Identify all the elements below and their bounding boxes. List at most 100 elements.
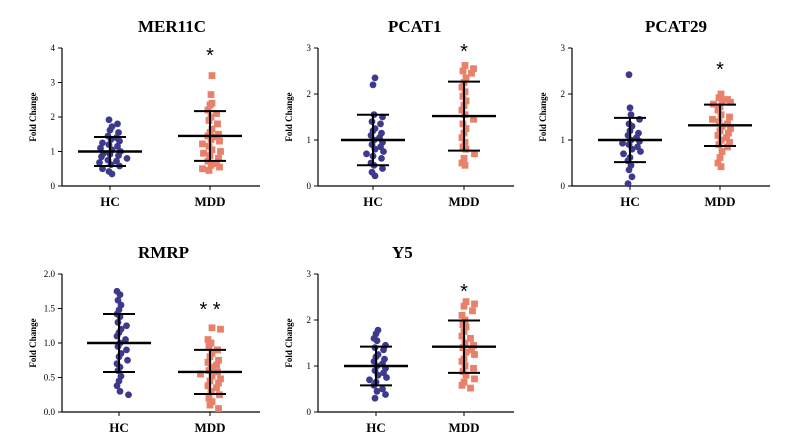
y-tick-label: 3: [561, 43, 566, 53]
data-point-mdd: [468, 346, 475, 354]
panel-mer11c: MER11C Fold Change 0 1 2 3 4 HC MDD *: [28, 17, 260, 209]
chart-title: MER11C: [138, 17, 206, 36]
chart-title: PCAT29: [645, 17, 707, 36]
data-point-hc: [380, 346, 387, 354]
data-point-mdd: [458, 83, 466, 91]
y-tick-label: 2: [51, 112, 56, 122]
data-point-mdd: [714, 159, 722, 167]
data-point-mdd: [470, 115, 477, 123]
x-category-label: MDD: [448, 420, 479, 435]
data-point-mdd: [217, 375, 224, 383]
data-point-mdd: [723, 134, 730, 142]
data-point-hc: [125, 391, 132, 399]
data-point-mdd: [471, 150, 478, 158]
data-point-mdd: [217, 148, 224, 155]
data-point-mdd: [205, 394, 213, 402]
data-point-mdd: [200, 149, 207, 157]
x-category-label: HC: [109, 420, 129, 435]
data-point-hc: [378, 155, 385, 162]
data-point-hc: [115, 152, 122, 160]
data-point-hc: [363, 150, 370, 158]
data-point-mdd: [215, 155, 222, 162]
data-point-mdd: [716, 154, 724, 161]
data-point-mdd: [458, 332, 466, 340]
significance-marker: * *: [199, 299, 220, 321]
data-point-hc: [124, 356, 131, 364]
y-axis-label: Fold Change: [284, 318, 294, 367]
data-point-hc: [371, 74, 379, 82]
data-point-mdd: [470, 65, 477, 73]
data-point-hc: [624, 180, 632, 188]
data-point-mdd: [458, 358, 466, 365]
y-tick-label: 0: [307, 407, 312, 417]
panel-pcat1: PCAT1 Fold Change 0 1 2 3 HC MDD *: [284, 17, 514, 209]
y-tick-label: 4: [51, 43, 56, 53]
y-tick-label: 1: [561, 135, 566, 145]
data-point-hc: [108, 170, 116, 178]
y-tick-label: 0.0: [44, 407, 56, 417]
data-point-hc: [96, 159, 103, 166]
data-point-mdd: [208, 372, 216, 380]
data-point-hc: [626, 104, 634, 112]
data-point-hc: [371, 394, 379, 402]
data-point-mdd: [714, 132, 722, 139]
x-category-label: HC: [366, 420, 386, 435]
data-point-mdd: [460, 302, 468, 310]
data-point-mdd: [469, 307, 476, 315]
significance-marker: *: [716, 59, 724, 81]
data-point-mdd: [217, 325, 224, 333]
y-axis-label: Fold Change: [284, 92, 294, 141]
y-tick-label: 2.0: [44, 269, 56, 279]
data-point-mdd: [467, 384, 474, 392]
data-point-mdd: [718, 97, 726, 105]
y-tick-label: 1: [51, 147, 56, 157]
data-point-mdd: [726, 113, 733, 121]
y-tick-label: 1.0: [44, 338, 56, 348]
data-point-mdd: [725, 129, 732, 137]
y-axis-label: Fold Change: [28, 92, 38, 141]
y-tick-label: 1: [307, 135, 312, 145]
data-point-hc: [114, 120, 121, 128]
data-point-hc: [105, 116, 113, 124]
data-point-mdd: [462, 97, 470, 105]
data-point-hc: [627, 111, 635, 119]
data-point-mdd: [208, 146, 216, 154]
significance-marker: *: [460, 41, 468, 63]
x-category-label: HC: [100, 194, 120, 209]
data-point-mdd: [468, 69, 475, 77]
data-point-hc: [115, 129, 122, 136]
data-point-mdd: [471, 300, 478, 308]
data-point-mdd: [727, 98, 734, 106]
data-point-hc: [123, 346, 130, 354]
data-point-hc: [625, 71, 633, 79]
data-point-mdd: [208, 125, 216, 133]
data-point-mdd: [206, 401, 214, 409]
data-point-mdd: [215, 379, 222, 387]
data-point-mdd: [458, 134, 466, 142]
y-tick-label: 2: [307, 89, 312, 99]
data-point-hc: [373, 387, 381, 395]
x-category-label: MDD: [704, 194, 735, 209]
data-point-mdd: [460, 155, 468, 162]
data-point-mdd: [215, 405, 222, 412]
data-point-hc: [628, 173, 636, 181]
data-point-mdd: [709, 115, 716, 123]
data-point-hc: [106, 126, 114, 134]
data-point-mdd: [458, 381, 466, 389]
data-point-mdd: [216, 163, 223, 171]
data-point-hc: [123, 155, 131, 162]
data-point-mdd: [717, 90, 725, 98]
y-tick-label: 3: [307, 43, 312, 53]
y-axis-label: Fold Change: [538, 92, 548, 141]
data-point-hc: [382, 391, 389, 398]
data-point-mdd: [462, 125, 470, 132]
data-point-mdd: [462, 74, 470, 82]
data-point-mdd: [727, 125, 734, 132]
data-point-mdd: [462, 348, 470, 356]
data-point-mdd: [471, 375, 478, 383]
x-category-label: MDD: [194, 420, 225, 435]
data-point-mdd: [458, 312, 466, 319]
x-category-label: MDD: [448, 194, 479, 209]
x-category-label: HC: [363, 194, 383, 209]
data-point-mdd: [467, 335, 474, 342]
